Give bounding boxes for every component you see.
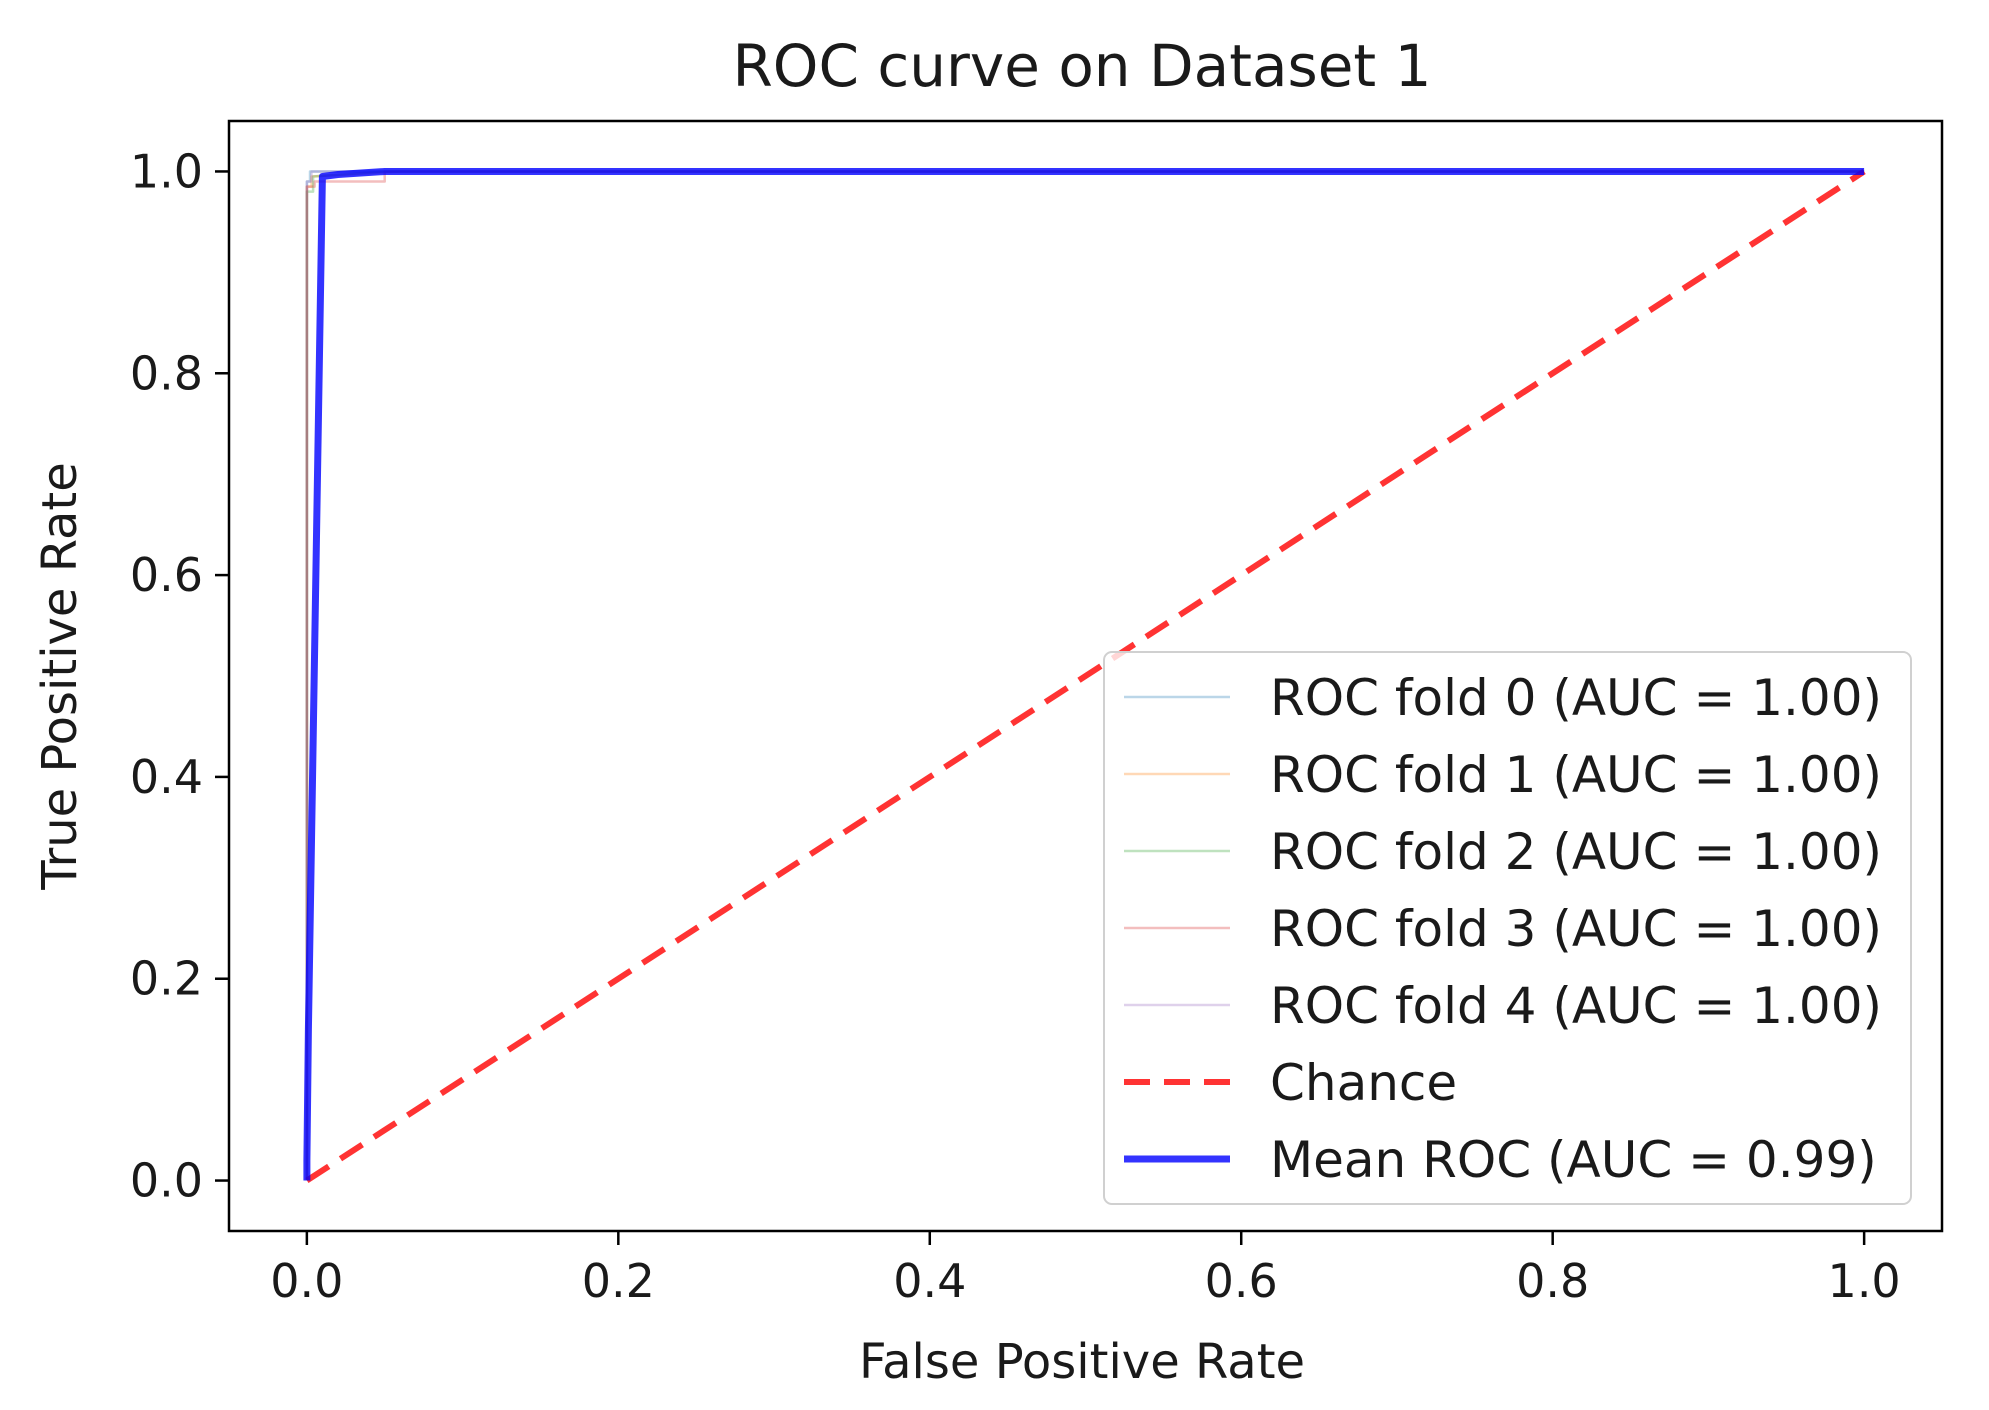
y-tick-label: 0.0 xyxy=(130,1154,203,1208)
plot-lines xyxy=(303,168,1866,1184)
y-axis-label: True Positive Rate xyxy=(32,462,88,891)
legend-label-2: ROC fold 2 (AUC = 1.00) xyxy=(1270,823,1882,881)
x-tick-label: 0.0 xyxy=(270,1254,343,1308)
y-tick-label: 0.6 xyxy=(130,548,203,602)
legend-label-5: Chance xyxy=(1270,1054,1457,1112)
x-tick-label: 0.8 xyxy=(1516,1254,1589,1308)
chart-title: ROC curve on Dataset 1 xyxy=(733,32,1432,100)
series-line-5 xyxy=(305,168,1866,1184)
y-axis-ticks: 0.0 0.2 0.4 0.6 0.8 1.0 xyxy=(130,144,229,1208)
y-tick-label: 1.0 xyxy=(130,144,203,198)
x-tick-label: 0.2 xyxy=(582,1254,655,1308)
y-tick-label: 0.8 xyxy=(130,346,203,400)
legend-label-1: ROC fold 1 (AUC = 1.00) xyxy=(1270,746,1882,804)
series-line-6 xyxy=(303,168,1865,1181)
plot-frame xyxy=(227,119,1944,1233)
legend-label-4: ROC fold 4 (AUC = 1.00) xyxy=(1270,977,1882,1035)
x-tick-label: 0.6 xyxy=(1205,1254,1278,1308)
legend-box xyxy=(1103,651,1912,1205)
legend: ROC fold 0 (AUC = 1.00) ROC fold 1 (AUC =… xyxy=(1103,651,1912,1205)
x-tick-label: 1.0 xyxy=(1828,1254,1901,1308)
x-axis-ticks: 0.0 0.2 0.4 0.6 0.8 1.0 xyxy=(270,1231,1901,1308)
legend-label-3: ROC fold 3 (AUC = 1.00) xyxy=(1270,900,1882,958)
legend-label-0: ROC fold 0 (AUC = 1.00) xyxy=(1270,669,1882,727)
x-axis-label: False Positive Rate xyxy=(859,1334,1305,1390)
x-tick-label: 0.4 xyxy=(893,1254,966,1308)
y-tick-label: 0.4 xyxy=(130,750,203,804)
legend-label-6: Mean ROC (AUC = 0.99) xyxy=(1270,1131,1877,1189)
y-tick-label: 0.2 xyxy=(130,952,203,1006)
